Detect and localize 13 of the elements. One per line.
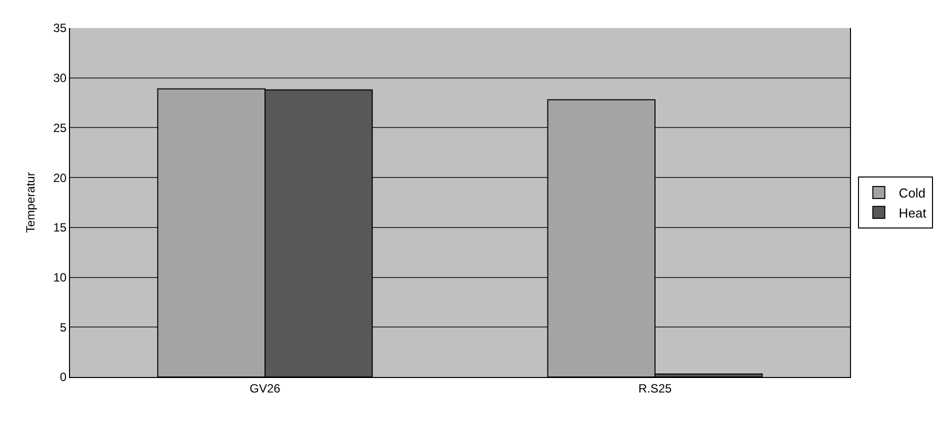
y-tick-label: 0 (60, 370, 67, 384)
y-axis-title: Temperatur (24, 172, 38, 233)
y-tick-label: 10 (53, 270, 67, 284)
legend-label: Cold (898, 186, 926, 201)
x-tick-label: GV26 (250, 381, 281, 396)
x-tick-label: R.S25 (638, 381, 672, 396)
y-tick-label: 20 (53, 170, 67, 185)
y-tick-label: 30 (53, 71, 67, 86)
y-tick-label: 15 (53, 220, 67, 235)
y-tick-label: 5 (60, 320, 67, 334)
y-tick-label: 35 (53, 21, 67, 36)
legend-label: Heat (898, 205, 927, 220)
y-tick-label: 25 (53, 120, 67, 135)
